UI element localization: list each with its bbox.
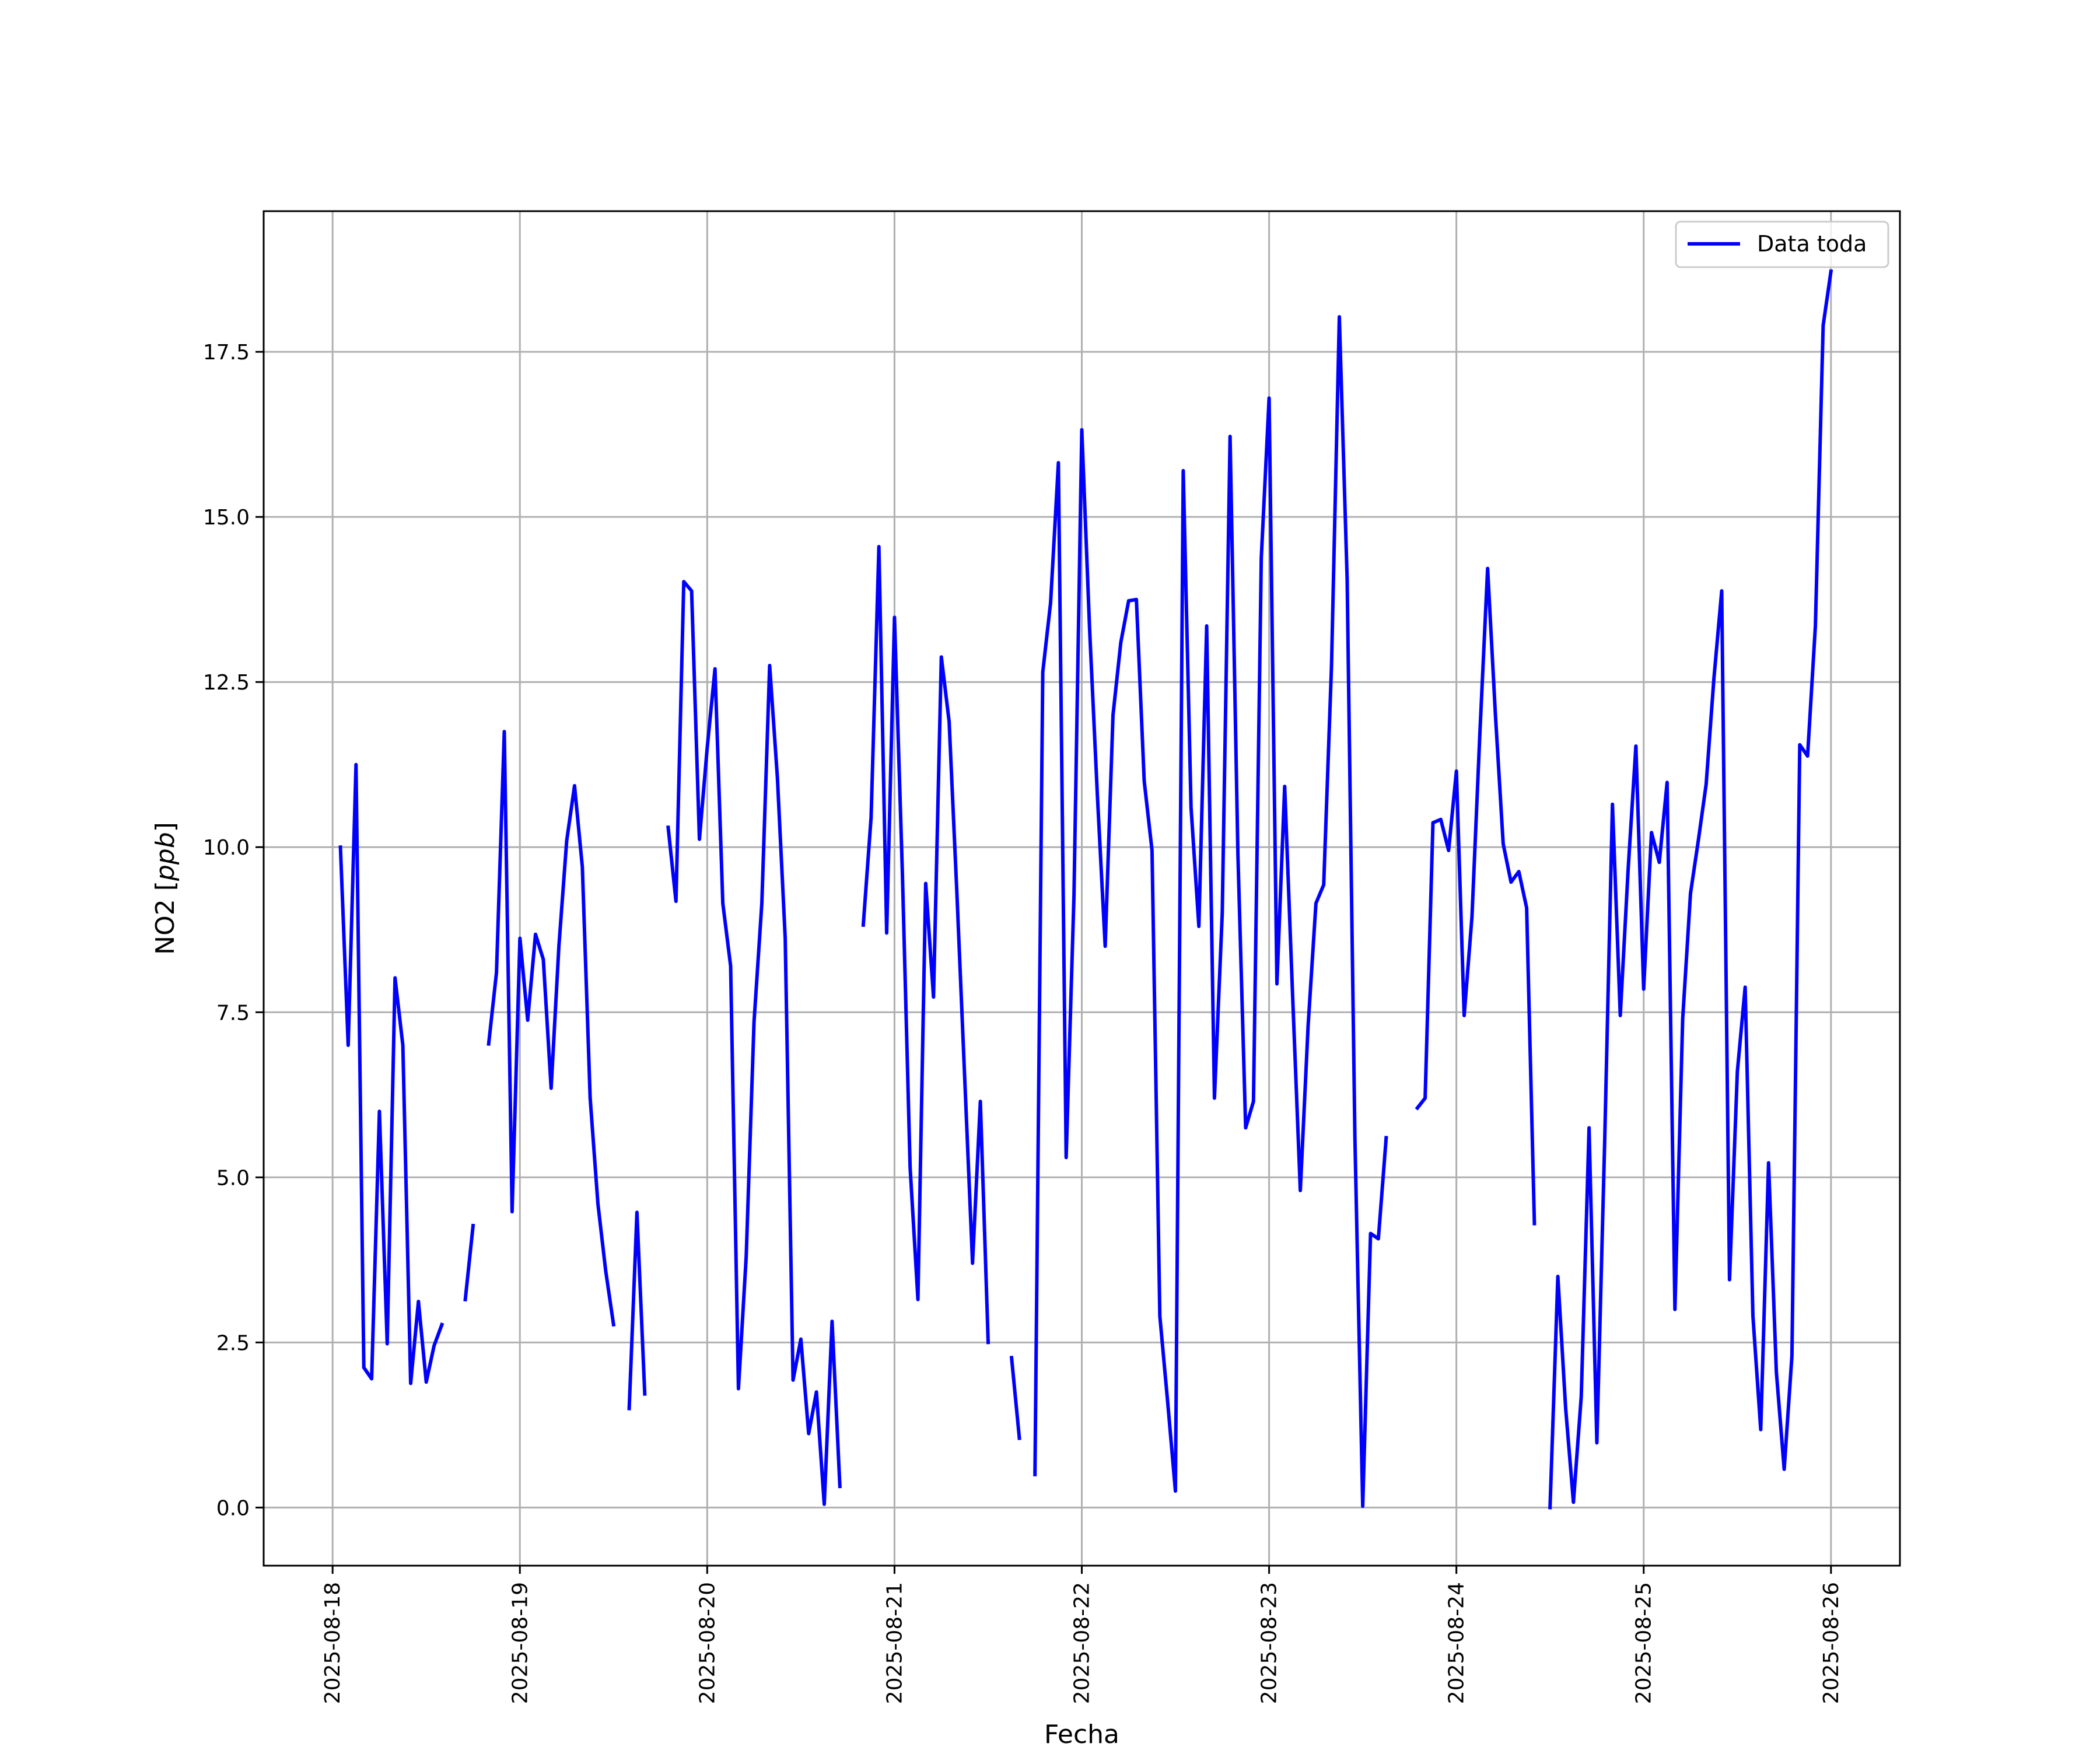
series-line-segment bbox=[1548, 269, 1833, 1510]
x-tick-label: 2025-08-19 bbox=[508, 1582, 532, 1704]
series-lines bbox=[338, 269, 1833, 1510]
x-tick-label: 2025-08-22 bbox=[1070, 1582, 1094, 1704]
axis-ticks: 2025-08-18 2025-08-19 2025-08-20 2025-08-21… bbox=[203, 341, 1843, 1704]
y-tick-label: 10.0 bbox=[203, 836, 250, 860]
legend: Data toda bbox=[1675, 220, 1889, 268]
x-axis-label: Fecha bbox=[1044, 1720, 1119, 1749]
x-tick-label: 2025-08-18 bbox=[321, 1582, 345, 1704]
series-line-segment bbox=[463, 1223, 475, 1302]
series-line-segment bbox=[338, 762, 444, 1385]
series-line-segment bbox=[487, 730, 616, 1327]
x-tick-label: 2025-08-26 bbox=[1819, 1582, 1843, 1704]
x-tick-label: 2025-08-25 bbox=[1632, 1582, 1656, 1704]
y-tick-label: 17.5 bbox=[203, 341, 250, 365]
grid-lines bbox=[264, 211, 1900, 1566]
y-tick-label: 0.0 bbox=[216, 1496, 250, 1520]
y-tick-label: 2.5 bbox=[216, 1331, 250, 1355]
legend-box bbox=[1675, 220, 1889, 268]
x-tick-label: 2025-08-21 bbox=[883, 1582, 907, 1704]
y-tick-label: 15.0 bbox=[203, 506, 250, 530]
y-tick-label: 7.5 bbox=[216, 1001, 250, 1025]
series-line-segment bbox=[1009, 1356, 1021, 1440]
y-tick-label: 12.5 bbox=[203, 671, 250, 695]
series-line-segment bbox=[666, 580, 842, 1506]
x-tick-label: 2025-08-24 bbox=[1445, 1582, 1469, 1704]
y-axis-label: NO2 [ppb] bbox=[150, 822, 180, 955]
legend-label-data-toda: Data toda bbox=[1757, 231, 1867, 257]
x-tick-label: 2025-08-23 bbox=[1258, 1582, 1282, 1704]
series-line-segment bbox=[1033, 315, 1388, 1508]
y-tick-label: 5.0 bbox=[216, 1166, 250, 1190]
x-tick-label: 2025-08-20 bbox=[695, 1582, 719, 1704]
y-axis-label-unit: ppb bbox=[150, 832, 180, 881]
series-line-segment bbox=[627, 1210, 647, 1410]
series-line-segment bbox=[861, 545, 991, 1345]
y-axis-label-prefix: NO2 [ bbox=[150, 881, 180, 955]
y-axis-label-suffix: ] bbox=[150, 822, 180, 832]
series-line-segment bbox=[1415, 566, 1536, 1226]
